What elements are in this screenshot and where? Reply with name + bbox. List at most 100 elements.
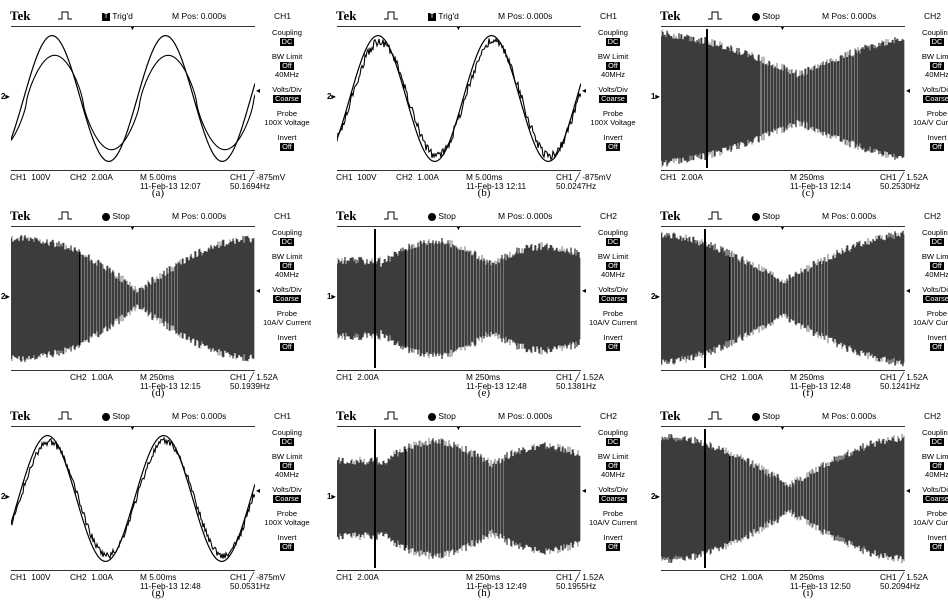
waveform-svg [11,235,255,362]
menu-item-probe[interactable]: Probe 100X Voltage [587,109,639,127]
menu-item-invert[interactable]: Invert Off [911,333,948,351]
menu-item-value: Off [280,261,294,270]
trigger-position-icon: ▼ [779,426,786,432]
timebase: M 5.00ms [466,172,503,182]
pulse-icon [58,11,72,20]
menu-item-probe[interactable]: Probe 100X Voltage [261,509,313,527]
timebase: M 250ms [790,172,825,182]
acquisition-status: Stop [102,211,130,221]
frequency-readout: 50.1955Hz [556,581,597,591]
menu-item-invert[interactable]: Invert Off [587,133,639,151]
menu-item-label: Volts/Div [598,285,628,294]
trigger-icon: T [428,12,436,21]
menu-item-value: Coarse [923,95,948,103]
menu-item-invert[interactable]: Invert Off [587,533,639,551]
horizontal-position: M Pos: 0.000s [498,211,553,221]
channel-menu-title: CH1 [600,11,618,21]
menu-item-detail: 40MHz [924,470,948,479]
brand-logo: Tek [336,208,357,223]
menu-item-label: Probe [926,109,948,118]
current-trace [661,429,905,568]
menu-item-probe[interactable]: Probe 100X Voltage [261,109,313,127]
trigger-level-icon: ◂ [582,86,587,96]
menu-item-invert[interactable]: Invert Off [261,333,313,351]
status-bar: CH1 2.00A M 250ms 11-Feb-13 12:49 CH1 ╱ 1.5… [336,572,638,592]
acquisition-status: Stop [428,411,456,421]
menu-item-value: Off [606,261,620,270]
trigger-status: Stop [112,411,130,421]
menu-item-detail: 100X Voltage [590,118,636,127]
menu-item-label: Invert [603,333,623,342]
brand-logo: Tek [10,208,31,223]
brand-logo: Tek [10,8,31,23]
trigger-position-icon: ▼ [455,226,462,232]
trigger-position-icon: ▼ [455,426,462,432]
menu-item-invert[interactable]: Invert Off [261,133,313,151]
brand-logo: Tek [660,208,681,223]
trigger-level: CH1 ╱ 1.52A [230,372,278,382]
panel-caption: (a) [151,187,165,199]
voltage-trace [337,34,581,162]
menu-item-invert[interactable]: Invert Off [261,533,313,551]
waveform-display: ▼ [11,226,255,371]
menu-item-detail: 40MHz [274,270,300,279]
menu-item-label: Probe [602,109,624,118]
menu-item-label: Volts/Div [922,285,948,294]
menu-item-invert[interactable]: Invert Off [911,133,948,151]
menu-item-label: Invert [277,133,297,142]
timebase: M 250ms [466,572,501,582]
timestamp: 11-Feb-13 12:50 [790,581,851,591]
channel-ground-marker: 2▸ [651,291,660,301]
menu-item-label: Volts/Div [272,85,302,94]
channel-menu-title: CH2 [924,11,942,21]
channel-ground-marker: 2▸ [1,291,10,301]
menu-item-invert[interactable]: Invert Off [911,533,948,551]
current-trace [661,29,905,168]
stop-icon [102,212,110,221]
menu-item-label: Coupling [272,28,302,37]
menu-item-invert[interactable]: Invert Off [587,333,639,351]
menu-item-detail: 40MHz [924,270,948,279]
scope-header: Tek Stop M Pos: 0.000s CH2 [336,208,638,224]
status-bar: CH1 100V CH2 2.00A M 5.00ms 11-Feb-13 12:07… [10,172,312,192]
frequency-readout: 50.2530Hz [880,181,921,191]
panel-caption: (b) [477,187,491,199]
menu-item-value: DC [279,237,295,246]
status-bar: CH1 100V CH2 1.00A M 5.00ms 11-Feb-13 12:11… [336,172,638,192]
